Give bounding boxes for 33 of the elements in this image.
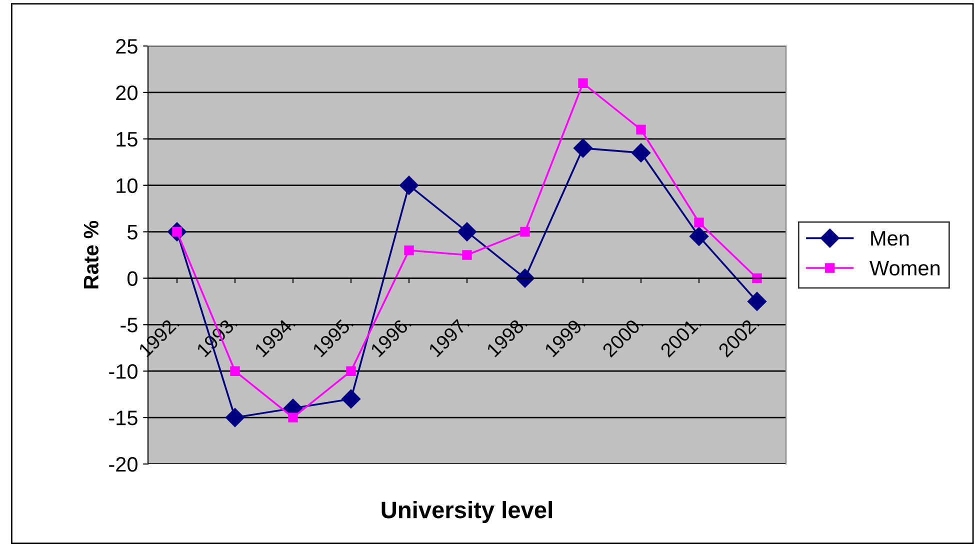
y-tick-label: 5 (128, 224, 138, 240)
legend-label: Women (870, 260, 940, 276)
point (752, 273, 762, 284)
y-tick-label: -10 (109, 364, 138, 379)
point (747, 292, 767, 311)
point (462, 250, 472, 260)
y-axis-title: Rate % (84, 220, 98, 288)
point (515, 268, 535, 288)
point (404, 245, 414, 256)
y-tick-label: -20 (109, 457, 138, 472)
point (636, 124, 646, 134)
y-tick-label: 20 (116, 85, 138, 100)
point (631, 143, 651, 162)
point (457, 222, 477, 242)
y-tick-label: 15 (116, 132, 138, 147)
point (399, 176, 419, 195)
y-tick-label: 0 (128, 271, 138, 286)
point (689, 226, 709, 246)
y-tick-label: -5 (120, 318, 138, 332)
point (694, 218, 704, 228)
point (346, 366, 356, 376)
y-tick-label: -15 (109, 410, 138, 426)
point (520, 226, 530, 237)
y-tick-label: 10 (116, 178, 138, 194)
point (578, 78, 588, 88)
x-axis-title: University level (382, 500, 552, 524)
point (230, 366, 240, 376)
legend-label: Men (871, 231, 909, 246)
y-tick-label: 25 (116, 39, 138, 54)
point (341, 389, 361, 409)
point (225, 408, 245, 428)
point (288, 412, 298, 422)
point (573, 138, 593, 158)
